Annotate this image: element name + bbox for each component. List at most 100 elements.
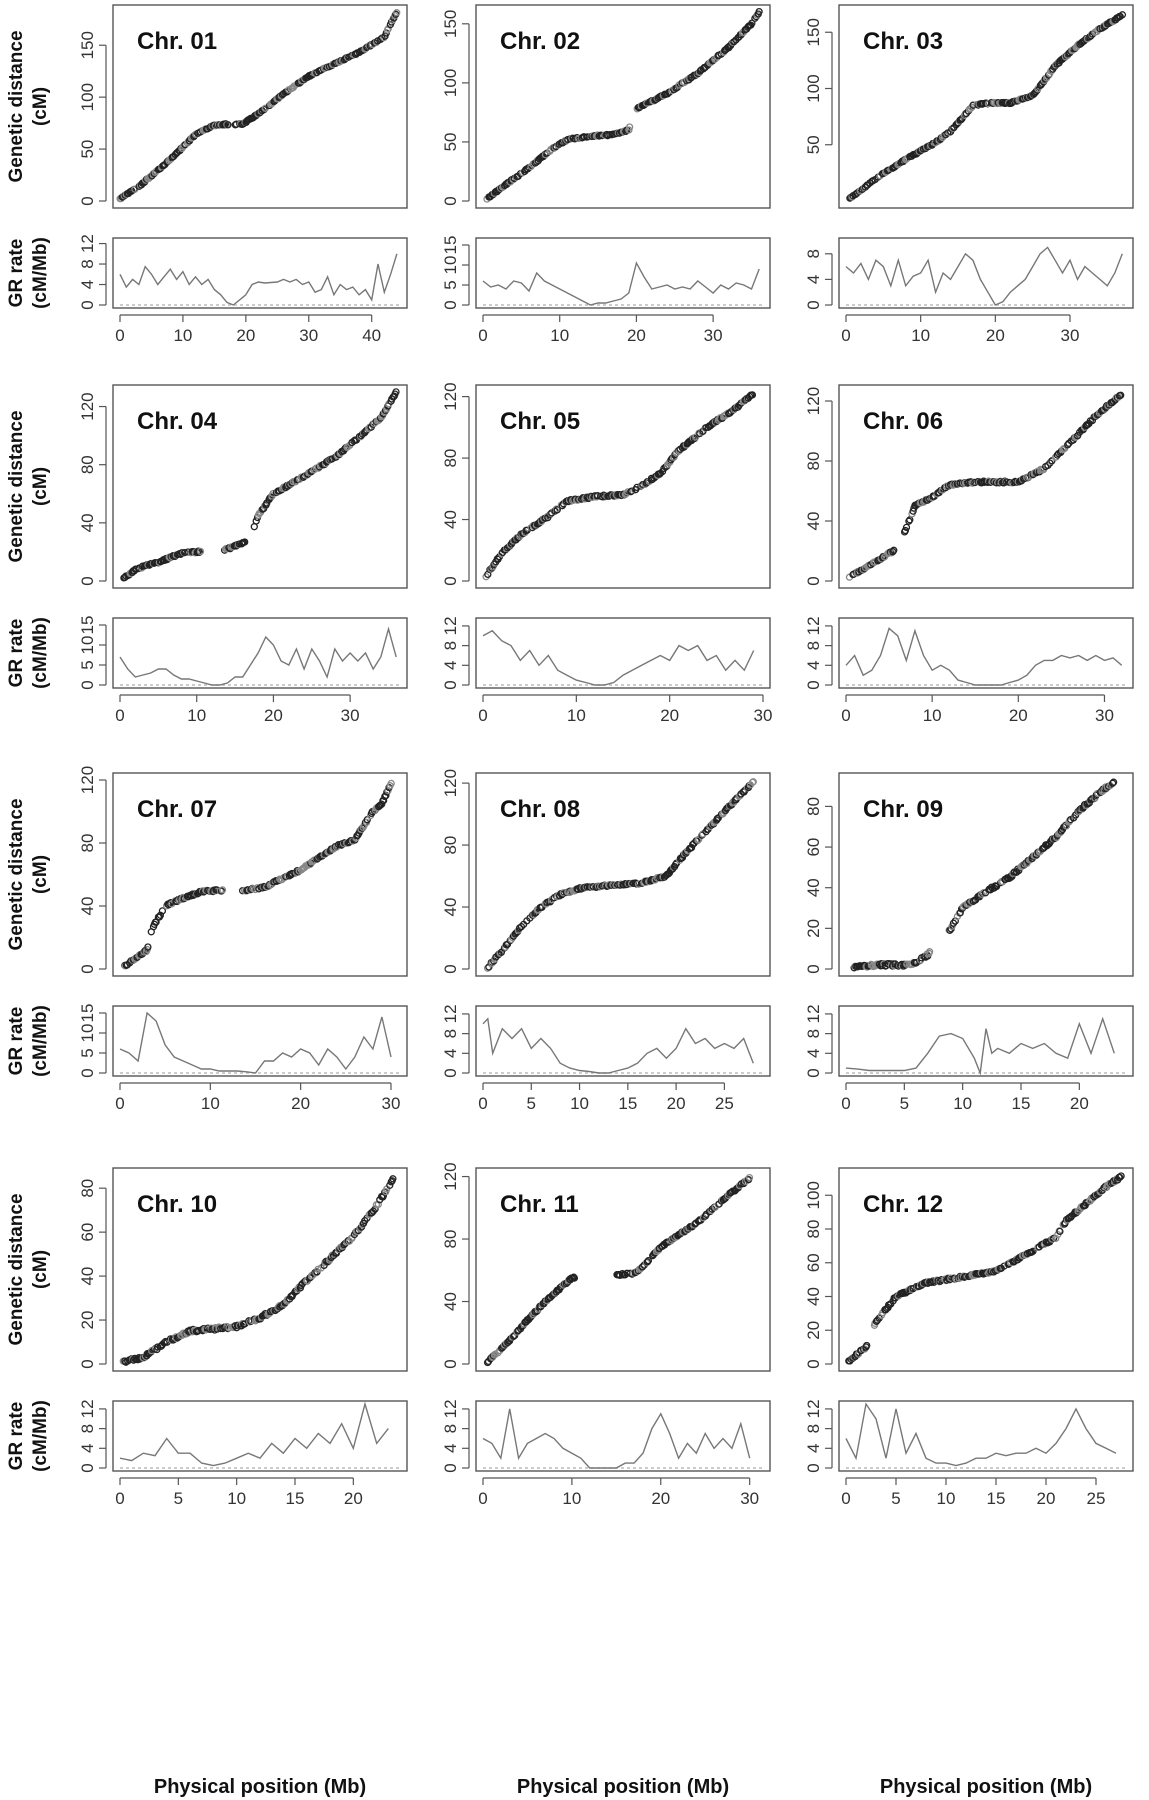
x-tick-label: 25 bbox=[715, 1094, 734, 1113]
y-tick-label: 0 bbox=[78, 964, 97, 973]
chromosome-title: Chr. 02 bbox=[500, 28, 580, 55]
chromosome-title: Chr. 03 bbox=[863, 28, 943, 55]
y-tick-label: 50 bbox=[804, 135, 823, 154]
y-tick-label: 80 bbox=[804, 452, 823, 471]
x-tick-label: 30 bbox=[754, 706, 773, 725]
marker-point bbox=[977, 890, 986, 899]
marker-point bbox=[749, 778, 757, 786]
marker-point bbox=[384, 24, 392, 33]
x-tick-label: 0 bbox=[841, 706, 850, 725]
rate-y-axis: 0 4 8 12 bbox=[804, 1399, 833, 1473]
y-tick-label: 120 bbox=[804, 387, 823, 415]
y-axis: 0 50 100 150 bbox=[78, 31, 107, 206]
marker-point bbox=[217, 887, 226, 895]
rate-tick-label: 0 bbox=[78, 680, 97, 689]
scatter-points bbox=[483, 1173, 754, 1367]
y-tick-label: 100 bbox=[78, 83, 97, 111]
x-tick-label: 0 bbox=[478, 1094, 487, 1113]
marker-point bbox=[1108, 779, 1117, 787]
scatter-frame bbox=[112, 772, 408, 977]
x-tick-label: 10 bbox=[923, 706, 942, 725]
marker-point bbox=[861, 183, 870, 191]
marker-point bbox=[883, 1304, 891, 1313]
y-tick-label: 60 bbox=[78, 1223, 97, 1242]
rate-tick-label: 4 bbox=[804, 1444, 823, 1453]
marker-point bbox=[1056, 1227, 1064, 1236]
y-tick-label: 0 bbox=[441, 196, 460, 205]
marker-point bbox=[625, 126, 633, 134]
chromosome-title: Chr. 10 bbox=[137, 1191, 217, 1218]
y-axis: 50 100 150 bbox=[804, 18, 833, 154]
x-tick-label: 0 bbox=[115, 706, 124, 725]
x-axis: 0 5 10 15 20 25 bbox=[841, 1477, 1106, 1508]
marker-point bbox=[387, 779, 395, 788]
x-tick-label: 40 bbox=[362, 326, 381, 345]
y-tick-label: 0 bbox=[804, 964, 823, 973]
y-tick-label: 80 bbox=[78, 834, 97, 853]
x-tick-label: 20 bbox=[1009, 706, 1028, 725]
rate-tick-label: 0 bbox=[78, 1068, 97, 1077]
scatter-points bbox=[845, 1172, 1125, 1365]
y-axis-title: Genetic distance bbox=[6, 30, 27, 182]
x-tick-label: 25 bbox=[1087, 1489, 1106, 1508]
marker-point bbox=[925, 948, 934, 956]
marker-point bbox=[644, 1256, 653, 1265]
y-tick-label: 50 bbox=[78, 140, 97, 159]
rate-y-axis: 0 4 8 12 bbox=[78, 1399, 107, 1473]
chromosome-title: Chr. 09 bbox=[863, 796, 943, 823]
rate-y-axis: 0 4 8 12 bbox=[78, 234, 107, 310]
x-tick-label: 30 bbox=[341, 706, 360, 725]
rate-tick-label: 10 bbox=[441, 256, 460, 275]
y-tick-label: 0 bbox=[78, 576, 97, 585]
rate-tick-label: 15 bbox=[441, 236, 460, 255]
marker-point bbox=[1052, 1234, 1060, 1243]
x-tick-label: 20 bbox=[986, 326, 1005, 345]
y-tick-label: 40 bbox=[441, 510, 460, 529]
y-tick-label: 150 bbox=[804, 18, 823, 46]
marker-point bbox=[735, 1182, 744, 1190]
rate-tick-label: 4 bbox=[804, 275, 823, 284]
x-tick-label: 0 bbox=[841, 1094, 850, 1113]
recombination-rate-line bbox=[845, 246, 1123, 306]
rate-tick-label: 4 bbox=[441, 1444, 460, 1453]
marker-point bbox=[753, 11, 761, 19]
x-tick-label: 10 bbox=[570, 1094, 589, 1113]
y-axis: 0 20 40 60 80 bbox=[78, 1179, 107, 1369]
rate-axis-unit: (cM/Mb) bbox=[30, 617, 51, 689]
x-tick-label: 10 bbox=[187, 706, 206, 725]
rate-tick-label: 0 bbox=[804, 1463, 823, 1472]
marker-point bbox=[643, 1258, 652, 1266]
rate-tick-label: 12 bbox=[804, 1399, 823, 1418]
marker-point bbox=[636, 1265, 645, 1273]
scatter-frame bbox=[112, 1167, 408, 1372]
rate-frame bbox=[475, 237, 771, 309]
x-tick-label: 10 bbox=[550, 326, 569, 345]
x-axis: 0 10 20 30 bbox=[478, 314, 723, 345]
rate-tick-label: 0 bbox=[78, 1463, 97, 1472]
x-tick-label: 5 bbox=[900, 1094, 909, 1113]
scatter-frame bbox=[838, 4, 1134, 209]
chromosome-title: Chr. 08 bbox=[500, 796, 580, 823]
marker-point bbox=[170, 1334, 179, 1343]
scatter-frame bbox=[475, 1167, 771, 1372]
marker-point bbox=[392, 388, 400, 396]
y-axis-title: Genetic distance bbox=[6, 1193, 27, 1345]
y-tick-label: 20 bbox=[804, 919, 823, 938]
y-tick-label: 60 bbox=[804, 838, 823, 857]
scatter-points bbox=[119, 1175, 397, 1366]
marker-point bbox=[873, 1316, 882, 1324]
rate-tick-label: 0 bbox=[804, 300, 823, 309]
rate-tick-label: 4 bbox=[441, 1049, 460, 1058]
marker-point bbox=[483, 964, 492, 972]
marker-point bbox=[979, 889, 988, 897]
y-tick-label: 0 bbox=[78, 1359, 97, 1368]
panel-chr-12: 0 20 40 60 80 100 Chr. 12 0 4 8 12 0 5 10 15 20 25 bbox=[804, 1167, 1134, 1508]
scatter-points bbox=[483, 7, 763, 203]
rate-frame bbox=[475, 1400, 771, 1472]
marker-point bbox=[625, 123, 634, 131]
y-tick-label: 80 bbox=[78, 455, 97, 474]
rate-axis-title: GR rate bbox=[6, 619, 27, 688]
marker-point bbox=[745, 1173, 754, 1182]
